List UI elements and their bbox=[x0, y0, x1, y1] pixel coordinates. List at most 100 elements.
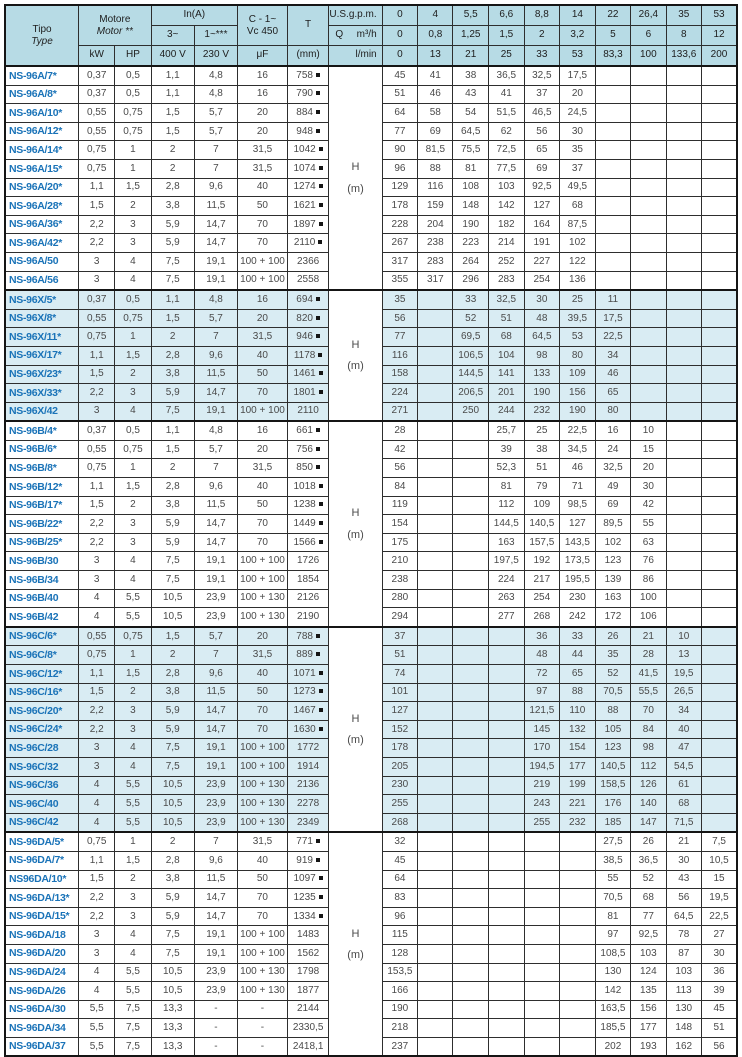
model-cell: NS-96B/42 bbox=[4, 607, 80, 628]
head-value-cell bbox=[701, 607, 738, 628]
t-cell: 1274 bbox=[286, 177, 330, 198]
head-value-cell: 139 bbox=[594, 570, 632, 590]
head-value-cell bbox=[630, 270, 667, 291]
head-value-cell: 202 bbox=[594, 1036, 632, 1057]
hp-cell: 4 bbox=[114, 251, 152, 272]
head-value-cell: 173,5 bbox=[559, 551, 596, 572]
current-230v-cell: 19,1 bbox=[193, 270, 239, 291]
head-value-cell: 62 bbox=[488, 121, 525, 142]
hp-cell: 2 bbox=[114, 682, 152, 703]
kw-cell: 2,2 bbox=[78, 532, 116, 553]
table-row: NS-96X/11* 0,75 1 2 7 31,5 946 77 69,5 68 64,5 53 22… bbox=[4, 327, 738, 347]
head-value-cell: 144,5 bbox=[488, 514, 525, 534]
head-value-cell bbox=[665, 477, 703, 497]
head-value-cell bbox=[452, 570, 490, 590]
head-value-cell: 13 bbox=[665, 645, 703, 665]
head-value-cell: 46,5 bbox=[523, 103, 561, 123]
head-value-cell bbox=[630, 214, 667, 235]
head-value-cell: 69,5 bbox=[452, 327, 490, 347]
head-value-cell: 87 bbox=[665, 943, 703, 964]
head-value-cell bbox=[665, 607, 703, 628]
head-value-cell: 124 bbox=[630, 962, 667, 983]
head-value-cell bbox=[452, 850, 490, 871]
hp-cell: 5,5 bbox=[114, 775, 152, 796]
m-unit-label: (m) bbox=[347, 948, 364, 961]
current-400v-cell: 5,9 bbox=[150, 888, 195, 908]
h-label: H bbox=[351, 161, 360, 174]
current-400v-cell: 7,5 bbox=[150, 551, 195, 572]
head-value-cell: 283 bbox=[488, 270, 525, 291]
pump-specifications-table: Tipo Type Motore Motor ** In(A) C - 1~ V… bbox=[4, 4, 738, 1057]
head-value-cell: 35 bbox=[559, 140, 596, 160]
head-value-cell bbox=[452, 869, 490, 890]
current-400v-cell: 2 bbox=[150, 327, 195, 347]
t-cell: 1071 bbox=[286, 664, 330, 684]
head-value-cell: 17,5 bbox=[559, 64, 596, 86]
t-cell: 946 bbox=[286, 327, 330, 347]
head-value-cell: 55 bbox=[630, 514, 667, 534]
head-value-cell bbox=[488, 869, 525, 890]
head-value-cell: 34,5 bbox=[559, 439, 596, 460]
head-value-cell: 121,5 bbox=[523, 701, 561, 721]
capacitor-cell: - bbox=[237, 999, 288, 1020]
kw-cell: 1,1 bbox=[78, 177, 116, 198]
head-value-cell: 108 bbox=[452, 177, 490, 198]
head-value-cell bbox=[452, 588, 490, 609]
head-value-cell: 10,5 bbox=[701, 850, 738, 871]
head-value-cell: 145 bbox=[523, 719, 561, 740]
head-value-cell: 280 bbox=[381, 588, 419, 609]
hp-cell: 3 bbox=[114, 906, 152, 927]
head-value-cell: 77,5 bbox=[488, 158, 525, 179]
hp-cell: 1 bbox=[114, 327, 152, 347]
current-400v-cell: 3,8 bbox=[150, 682, 195, 703]
head-value-cell bbox=[701, 439, 738, 460]
head-value-cell: 223 bbox=[452, 233, 490, 253]
model-cell: NS-96X/42 bbox=[4, 401, 80, 422]
kw-cell: 5,5 bbox=[78, 1036, 116, 1057]
head-value-cell: 51 bbox=[381, 645, 419, 665]
head-value-cell bbox=[701, 495, 738, 516]
head-value-cell: 42 bbox=[381, 439, 419, 460]
flow-m3h-value: 5 bbox=[594, 25, 632, 46]
kw-cell: 3 bbox=[78, 756, 116, 777]
model-cell: NS-96DA/5* bbox=[4, 831, 80, 852]
capacitor-cell: 16 bbox=[237, 84, 288, 105]
hp-cell: 1 bbox=[114, 645, 152, 665]
col-header-capacitor: C - 1~ Vc 450 bbox=[237, 4, 288, 46]
head-value-cell bbox=[665, 158, 703, 179]
head-value-cell bbox=[594, 64, 632, 86]
flow-m3h-value: 8 bbox=[665, 25, 703, 46]
head-value-cell: 15 bbox=[630, 439, 667, 460]
head-value-cell bbox=[488, 999, 525, 1020]
head-value-cell: 264 bbox=[452, 251, 490, 272]
current-400v-cell: 2,8 bbox=[150, 850, 195, 871]
head-value-cell bbox=[665, 214, 703, 235]
head-value-cell: 51 bbox=[523, 458, 561, 479]
head-value-cell bbox=[701, 794, 738, 814]
head-value-cell bbox=[630, 84, 667, 105]
current-400v-cell: 1,5 bbox=[150, 625, 195, 647]
head-value-cell: 72 bbox=[523, 664, 561, 684]
head-value-cell bbox=[452, 831, 490, 852]
head-value-cell: 148 bbox=[452, 196, 490, 216]
current-400v-cell: 7,5 bbox=[150, 401, 195, 422]
current-400v-cell: 7,5 bbox=[150, 756, 195, 777]
head-value-cell: 115 bbox=[381, 925, 419, 945]
head-value-cell bbox=[417, 812, 454, 833]
head-value-cell: 242 bbox=[559, 607, 596, 628]
head-value-cell: 218 bbox=[381, 1018, 419, 1038]
current-230v-cell: 5,7 bbox=[193, 308, 239, 329]
current-400v-cell: 1,1 bbox=[150, 420, 195, 441]
head-value-cell: 195,5 bbox=[559, 570, 596, 590]
kw-cell: 1,5 bbox=[78, 869, 116, 890]
head-value-cell bbox=[559, 981, 596, 1001]
capacitor-cell: 100 + 100 bbox=[237, 943, 288, 964]
head-value-cell: 51 bbox=[488, 308, 525, 329]
table-row: NS-96DA/24 4 5,5 10,5 23,9 100 + 130 1798 153,5… bbox=[4, 962, 738, 983]
head-value-cell: 52,3 bbox=[488, 458, 525, 479]
capacitor-cell: 100 + 100 bbox=[237, 251, 288, 272]
head-value-cell: 98,5 bbox=[559, 495, 596, 516]
kw-cell: 2,2 bbox=[78, 233, 116, 253]
head-value-cell bbox=[417, 625, 454, 647]
kw-cell: 3 bbox=[78, 551, 116, 572]
